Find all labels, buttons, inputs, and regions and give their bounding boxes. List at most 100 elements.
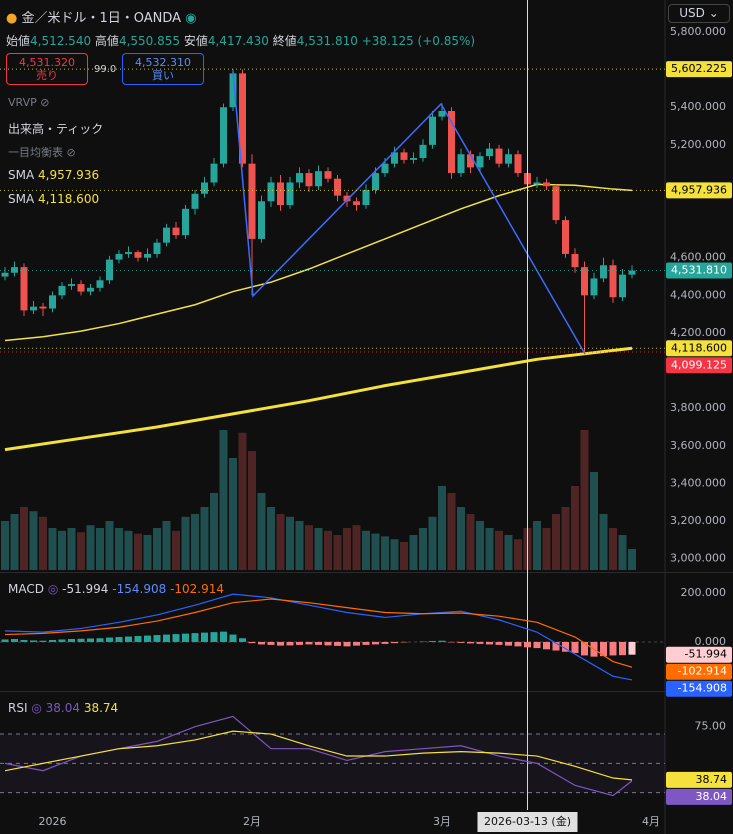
price-label-box <box>666 182 732 199</box>
price-label-box <box>666 262 732 279</box>
volume-bar <box>447 493 456 570</box>
histogram-bar <box>191 633 199 642</box>
histogram-bar <box>30 640 37 642</box>
histogram-bar <box>324 641 332 646</box>
candle-body <box>514 154 522 174</box>
volume-bar <box>438 486 446 570</box>
value: 4,550.855 <box>118 34 181 48</box>
candle-body <box>457 154 465 174</box>
histogram-bar <box>11 638 18 642</box>
sell-button[interactable]: 4,531.320 売り <box>6 53 88 85</box>
volume-bar <box>257 493 266 570</box>
histogram-bar <box>68 638 75 642</box>
price: 4,532.310 <box>135 56 191 69</box>
price-label-box <box>666 61 732 78</box>
volume-bar <box>609 528 617 570</box>
histogram-bar <box>267 641 275 645</box>
y-tick-label: 3,000.000 <box>670 552 726 565</box>
volume-bar <box>495 530 503 570</box>
histogram-bar <box>524 641 531 648</box>
histogram-bar <box>315 641 322 645</box>
volume-bar <box>67 528 76 570</box>
value: -154.908 <box>112 582 167 596</box>
label: 高値 <box>94 34 119 48</box>
name: RSI <box>8 701 28 715</box>
volume-bar <box>219 430 228 570</box>
histogram-bar <box>486 641 493 645</box>
volume-bar <box>314 528 323 570</box>
candle-body <box>476 156 484 168</box>
histogram-bar <box>438 640 446 642</box>
histogram-bar <box>87 638 94 642</box>
price-label: 5,602.225 <box>671 62 727 75</box>
volume-bar <box>571 486 579 570</box>
volume-bar <box>134 533 142 570</box>
change: +38.125 (+0.85%) <box>361 34 476 48</box>
candle-body <box>381 163 389 174</box>
candle-body <box>191 193 199 209</box>
candle-body <box>419 144 427 159</box>
histogram-bar <box>600 641 607 657</box>
histogram-bar <box>372 641 379 645</box>
price-label-box <box>666 663 732 680</box>
histogram-bar <box>96 638 104 642</box>
sma-line <box>4 346 633 452</box>
histogram-bar <box>457 641 465 643</box>
sma-line <box>4 183 633 342</box>
volume-bar <box>409 535 418 570</box>
volume-bar <box>181 516 190 570</box>
volume-bar <box>618 535 627 570</box>
candle-body <box>20 267 28 311</box>
volume-bar <box>143 535 152 570</box>
volume-bar <box>305 525 313 570</box>
volume-bar <box>191 514 199 570</box>
buy-button[interactable]: 4,532.310 買い <box>122 53 204 85</box>
volume-bar <box>295 521 304 570</box>
price-label: 38.04 <box>696 790 728 803</box>
volume-bar <box>599 514 608 570</box>
candle-body <box>581 267 588 296</box>
histogram-bar <box>172 634 180 642</box>
candle-body <box>609 265 617 298</box>
candle-body <box>486 148 493 157</box>
ohlc: 始値4,512.540 高値4,550.855 安値4,417.430 終値4,… <box>6 32 475 49</box>
volume-bar <box>400 542 408 570</box>
candle-body <box>315 171 322 187</box>
candle-body <box>343 195 351 202</box>
histogram-bar <box>277 641 284 646</box>
histogram-bar <box>210 632 218 642</box>
volume-bar <box>48 528 57 570</box>
candle-body <box>267 182 275 202</box>
volume-bar <box>58 530 66 570</box>
candle-body <box>96 280 104 288</box>
x-tick-label: 3月 <box>433 815 451 828</box>
candle-body <box>543 182 550 187</box>
price-label: 4,118.600 <box>671 341 727 354</box>
candle-body <box>467 154 474 168</box>
volume-bar <box>457 507 465 570</box>
histogram-bar <box>609 641 617 656</box>
value: 38.74 <box>83 701 119 715</box>
y-tick-label: 5,400.000 <box>670 100 726 113</box>
histogram-bar <box>229 634 237 642</box>
price-label-box <box>666 357 732 374</box>
title: 金／米ドル・1日・OANDA <box>21 11 182 26</box>
histogram-bar <box>514 641 522 647</box>
histogram-bar <box>362 641 370 645</box>
currency-button[interactable]: USD ⌄ <box>668 4 730 23</box>
histogram-bar <box>125 636 132 642</box>
candle-body <box>505 154 512 164</box>
candle-body <box>438 110 446 117</box>
label: 始値 <box>6 34 31 48</box>
histogram-bar <box>49 639 56 642</box>
volume-bar <box>115 528 123 570</box>
candle-body <box>286 182 294 206</box>
label: 買い <box>152 69 174 82</box>
candle-body <box>125 252 132 254</box>
value: 4,512.540 <box>30 34 92 48</box>
candle-body <box>134 252 142 258</box>
indicator: 出来高・ティック <box>8 122 104 136</box>
volume-bar <box>200 507 209 570</box>
candle-body <box>495 148 503 164</box>
